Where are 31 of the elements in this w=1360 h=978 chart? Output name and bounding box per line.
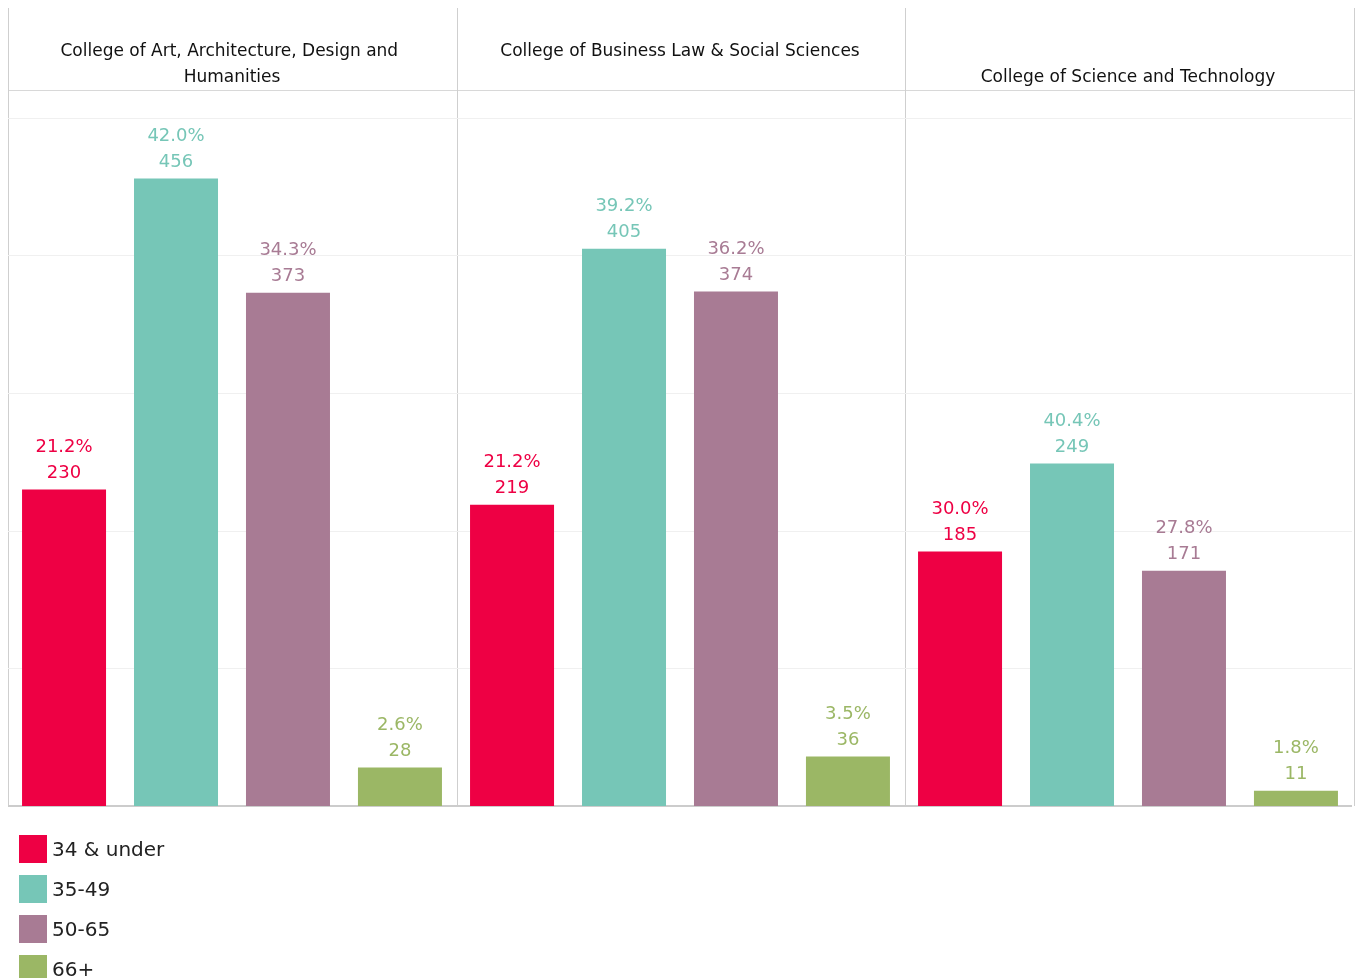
- data-label: 1.8% 11: [1273, 736, 1319, 784]
- bar: [134, 178, 219, 806]
- bar: [22, 489, 107, 806]
- bar: [582, 248, 667, 806]
- bar: [1141, 570, 1226, 806]
- data-label: 30.0% 185: [931, 496, 989, 544]
- data-label: 3.5% 36: [825, 701, 871, 749]
- data-label: 21.2% 219: [483, 450, 541, 498]
- chart-title: College of Business Law & Social Sciences: [500, 40, 860, 60]
- bar: [693, 291, 778, 806]
- bar: [1253, 790, 1338, 806]
- bar: [357, 767, 442, 806]
- bar: [805, 756, 890, 806]
- data-label: 39.2% 405: [595, 194, 653, 242]
- data-label: 40.4% 249: [1043, 408, 1101, 456]
- bar: [1030, 463, 1115, 806]
- legend-label: 66+: [52, 957, 95, 978]
- bar: [470, 504, 555, 806]
- legend-label: 34 & under: [52, 837, 166, 861]
- data-label: 2.6% 28: [377, 712, 423, 760]
- data-label: 27.8% 171: [1155, 516, 1213, 564]
- data-label: 36.2% 374: [707, 236, 765, 284]
- bar: [918, 551, 1003, 806]
- legend-label: 50-65: [52, 917, 111, 941]
- legend-label: 35-49: [52, 877, 111, 901]
- data-label: 34.3% 373: [259, 238, 317, 286]
- chart-title: College of Science and Technology: [980, 66, 1276, 86]
- bar: [245, 292, 330, 806]
- chart-title: College of Art, Architecture, Design and Humanities: [60, 40, 404, 86]
- data-label: 21.2% 230: [35, 435, 93, 483]
- data-label: 42.0% 456: [147, 124, 205, 172]
